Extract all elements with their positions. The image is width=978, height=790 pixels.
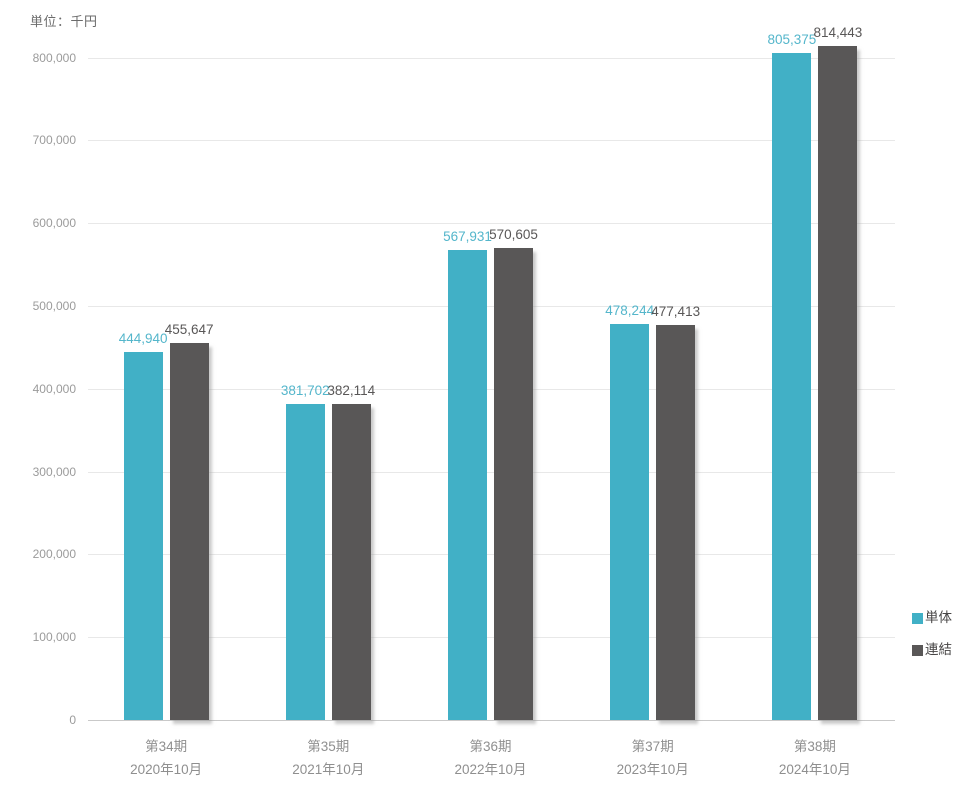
x-axis-label-period: 第34期 [145,739,188,754]
x-axis-label-period: 第37期 [631,739,674,754]
legend-swatch-renketsu-icon [912,644,923,656]
gridline [88,637,895,639]
x-axis-line [88,720,895,721]
y-axis-tick-label: 100,000 [32,630,76,645]
legend-item-tandoku: 単体 [912,609,952,627]
legend-label-tandoku: 単体 [925,610,952,625]
y-axis-tick-label: 400,000 [32,381,76,396]
bar-連結-第35期 [331,403,371,720]
x-axis-label-period: 第35期 [307,739,350,754]
bar-単体-第35期 [285,403,325,720]
x-axis-label-date: 2023年10月 [616,762,689,777]
value-label-単体: 478,244 [605,303,655,318]
gridline [88,388,895,390]
gridline [88,306,895,307]
y-axis-tick-label: 800,000 [32,50,76,65]
value-label-連結: 570,605 [489,226,538,242]
legend-label-renketsu: 連結 [925,642,952,657]
gridline [88,471,895,473]
legend: 単体 連結 [912,609,952,659]
value-label-連結: 477,413 [651,303,701,319]
gridline [88,140,895,142]
value-label-連結: 455,647 [164,321,214,337]
x-axis-label-date: 2024年10月 [778,762,851,777]
bar-連結-第37期 [656,324,696,720]
bar-単体-第34期 [123,351,163,720]
y-axis-tick-label: 600,000 [32,216,76,231]
legend-swatch-tandoku-icon [912,612,923,624]
gridline [88,57,895,59]
bar-連結-第36期 [494,247,533,720]
y-axis-tick-label: 300,000 [32,464,76,479]
y-axis-tick-label: 0 [69,713,76,727]
value-label-単体: 381,702 [280,382,330,398]
x-axis-label-period: 第36期 [469,739,512,754]
bar-連結-第38期 [818,45,858,720]
bar-単体-第37期 [610,324,650,720]
unit-label: 単位：千円 [30,14,98,29]
x-axis-label-date: 2022年10月 [454,762,527,777]
value-label-連結: 814,443 [813,24,863,40]
gridline [88,223,895,225]
y-axis-tick-label: 700,000 [32,133,76,148]
x-axis-label-date: 2021年10月 [292,762,365,777]
gridline [88,554,895,556]
x-axis-label-date: 2020年10月 [130,762,203,777]
legend-item-renketsu: 連結 [912,641,952,659]
x-axis-label-period: 第38期 [793,739,836,754]
value-label-連結: 382,114 [327,382,376,398]
value-label-単体: 444,940 [118,330,168,346]
value-label-単体: 805,375 [767,32,817,48]
value-label-単体: 567,931 [443,228,492,244]
bar-単体-第36期 [448,249,487,720]
y-axis-tick-label: 500,000 [32,299,76,313]
bar-連結-第34期 [169,342,209,720]
y-axis-tick-label: 200,000 [32,547,76,562]
bar-単体-第38期 [772,53,812,720]
